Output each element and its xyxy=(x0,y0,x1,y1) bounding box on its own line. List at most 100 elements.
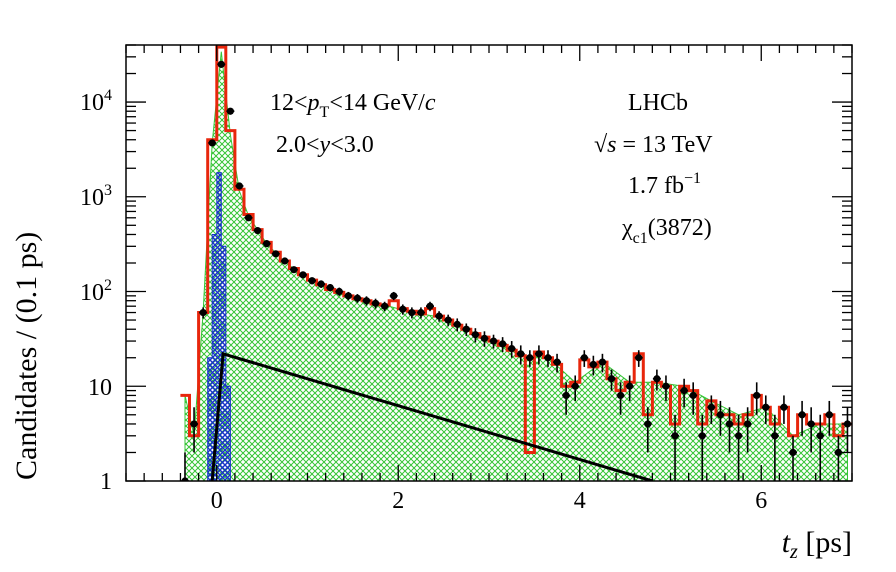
data-point xyxy=(271,250,280,258)
data-point xyxy=(571,375,580,401)
data-point-marker xyxy=(263,240,271,248)
y-axis-title: Candidates / (0.1 ps) xyxy=(10,232,43,480)
data-point xyxy=(335,287,344,296)
data-point-marker xyxy=(734,432,743,440)
x-axis-var: t xyxy=(782,526,791,559)
data-point-marker xyxy=(344,292,352,300)
data-point-marker xyxy=(408,308,416,317)
data-point xyxy=(371,298,380,309)
x-tick-label-6: 6 xyxy=(755,488,767,514)
data-point xyxy=(262,240,271,248)
data-point xyxy=(180,452,189,481)
data-point-marker xyxy=(571,382,579,390)
data-point xyxy=(462,323,471,336)
data-point-marker xyxy=(281,257,289,265)
data-point xyxy=(516,345,525,365)
y-tick-label-100: 102 xyxy=(80,277,112,306)
data-point-marker xyxy=(489,337,498,345)
y-tick-label-1: 1 xyxy=(100,469,112,495)
data-point-marker xyxy=(190,420,198,428)
data-point xyxy=(416,307,425,319)
data-point xyxy=(789,435,798,481)
data-point xyxy=(798,400,807,436)
data-point-marker xyxy=(716,411,725,419)
pt-range-label: 12<pT<14 GeV/c xyxy=(270,90,436,121)
data-point-marker xyxy=(535,350,543,358)
data-point xyxy=(816,414,825,481)
data-point-marker xyxy=(253,226,262,235)
data-point xyxy=(671,414,680,481)
data-point-marker xyxy=(199,308,207,317)
data-point-marker xyxy=(471,331,479,339)
data-point xyxy=(643,407,652,453)
data-point-marker xyxy=(226,107,234,115)
data-point-marker xyxy=(816,432,824,440)
data-point xyxy=(779,395,788,424)
data-point xyxy=(625,375,634,401)
data-point-marker xyxy=(834,448,842,457)
data-point xyxy=(380,301,389,312)
data-point-marker xyxy=(480,334,489,343)
data-point-marker xyxy=(517,350,525,358)
data-point xyxy=(453,318,462,332)
data-point xyxy=(435,311,444,322)
data-point-marker xyxy=(544,354,552,362)
rapidity-range-label: 2.0<y<3.0 xyxy=(276,132,374,158)
data-point xyxy=(652,369,661,391)
data-point xyxy=(607,369,616,391)
data-point xyxy=(589,355,598,376)
data-point-marker xyxy=(626,382,634,390)
data-point-marker xyxy=(235,182,244,190)
data-point-marker xyxy=(362,297,371,305)
data-point xyxy=(716,400,725,436)
x-tick-label-4: 4 xyxy=(574,488,586,514)
data-point-marker xyxy=(417,308,425,317)
data-point-marker xyxy=(272,250,280,258)
data-point-marker xyxy=(217,60,225,68)
data-point-marker xyxy=(371,299,380,307)
data-point-marker xyxy=(399,305,407,313)
data-point-marker xyxy=(526,354,534,362)
data-point-marker xyxy=(762,403,770,411)
data-point xyxy=(770,414,779,481)
data-point-marker xyxy=(644,420,652,428)
data-point xyxy=(199,307,208,319)
pt-c: c xyxy=(425,90,436,116)
data-point xyxy=(598,353,607,373)
data-point xyxy=(298,271,307,279)
data-point xyxy=(661,375,670,401)
data-point xyxy=(525,350,534,367)
data-point-marker xyxy=(181,477,189,481)
data-point xyxy=(616,382,625,415)
data-point-marker xyxy=(426,302,434,310)
data-point-marker xyxy=(326,283,334,292)
data-point xyxy=(317,280,326,288)
data-point-marker xyxy=(499,340,507,348)
data-point xyxy=(507,341,516,358)
data-point xyxy=(471,328,480,343)
data-point-marker xyxy=(607,375,616,383)
data-point xyxy=(190,407,199,453)
data-point xyxy=(698,414,707,481)
data-point xyxy=(426,301,435,312)
data-point xyxy=(362,296,371,306)
y-tick-exp-4: 4 xyxy=(104,87,112,104)
data-point-marker xyxy=(698,432,706,440)
pt-rest: <14 GeV/ xyxy=(329,90,425,116)
data-point xyxy=(398,304,407,315)
data-point xyxy=(634,350,643,367)
data-point xyxy=(761,395,770,424)
data-point-marker xyxy=(807,420,815,428)
experiment-label: LHCb xyxy=(628,90,688,116)
data-point-marker xyxy=(689,391,697,400)
plot-area xyxy=(180,45,852,481)
data-point xyxy=(344,291,353,301)
data-point-marker xyxy=(353,294,362,302)
data-point xyxy=(834,435,843,481)
data-point xyxy=(752,382,761,415)
data-point-marker xyxy=(435,312,443,320)
luminosity-exp: −1 xyxy=(684,170,701,187)
data-point xyxy=(689,382,698,415)
data-point-marker xyxy=(299,271,307,279)
data-point-marker xyxy=(789,448,797,457)
